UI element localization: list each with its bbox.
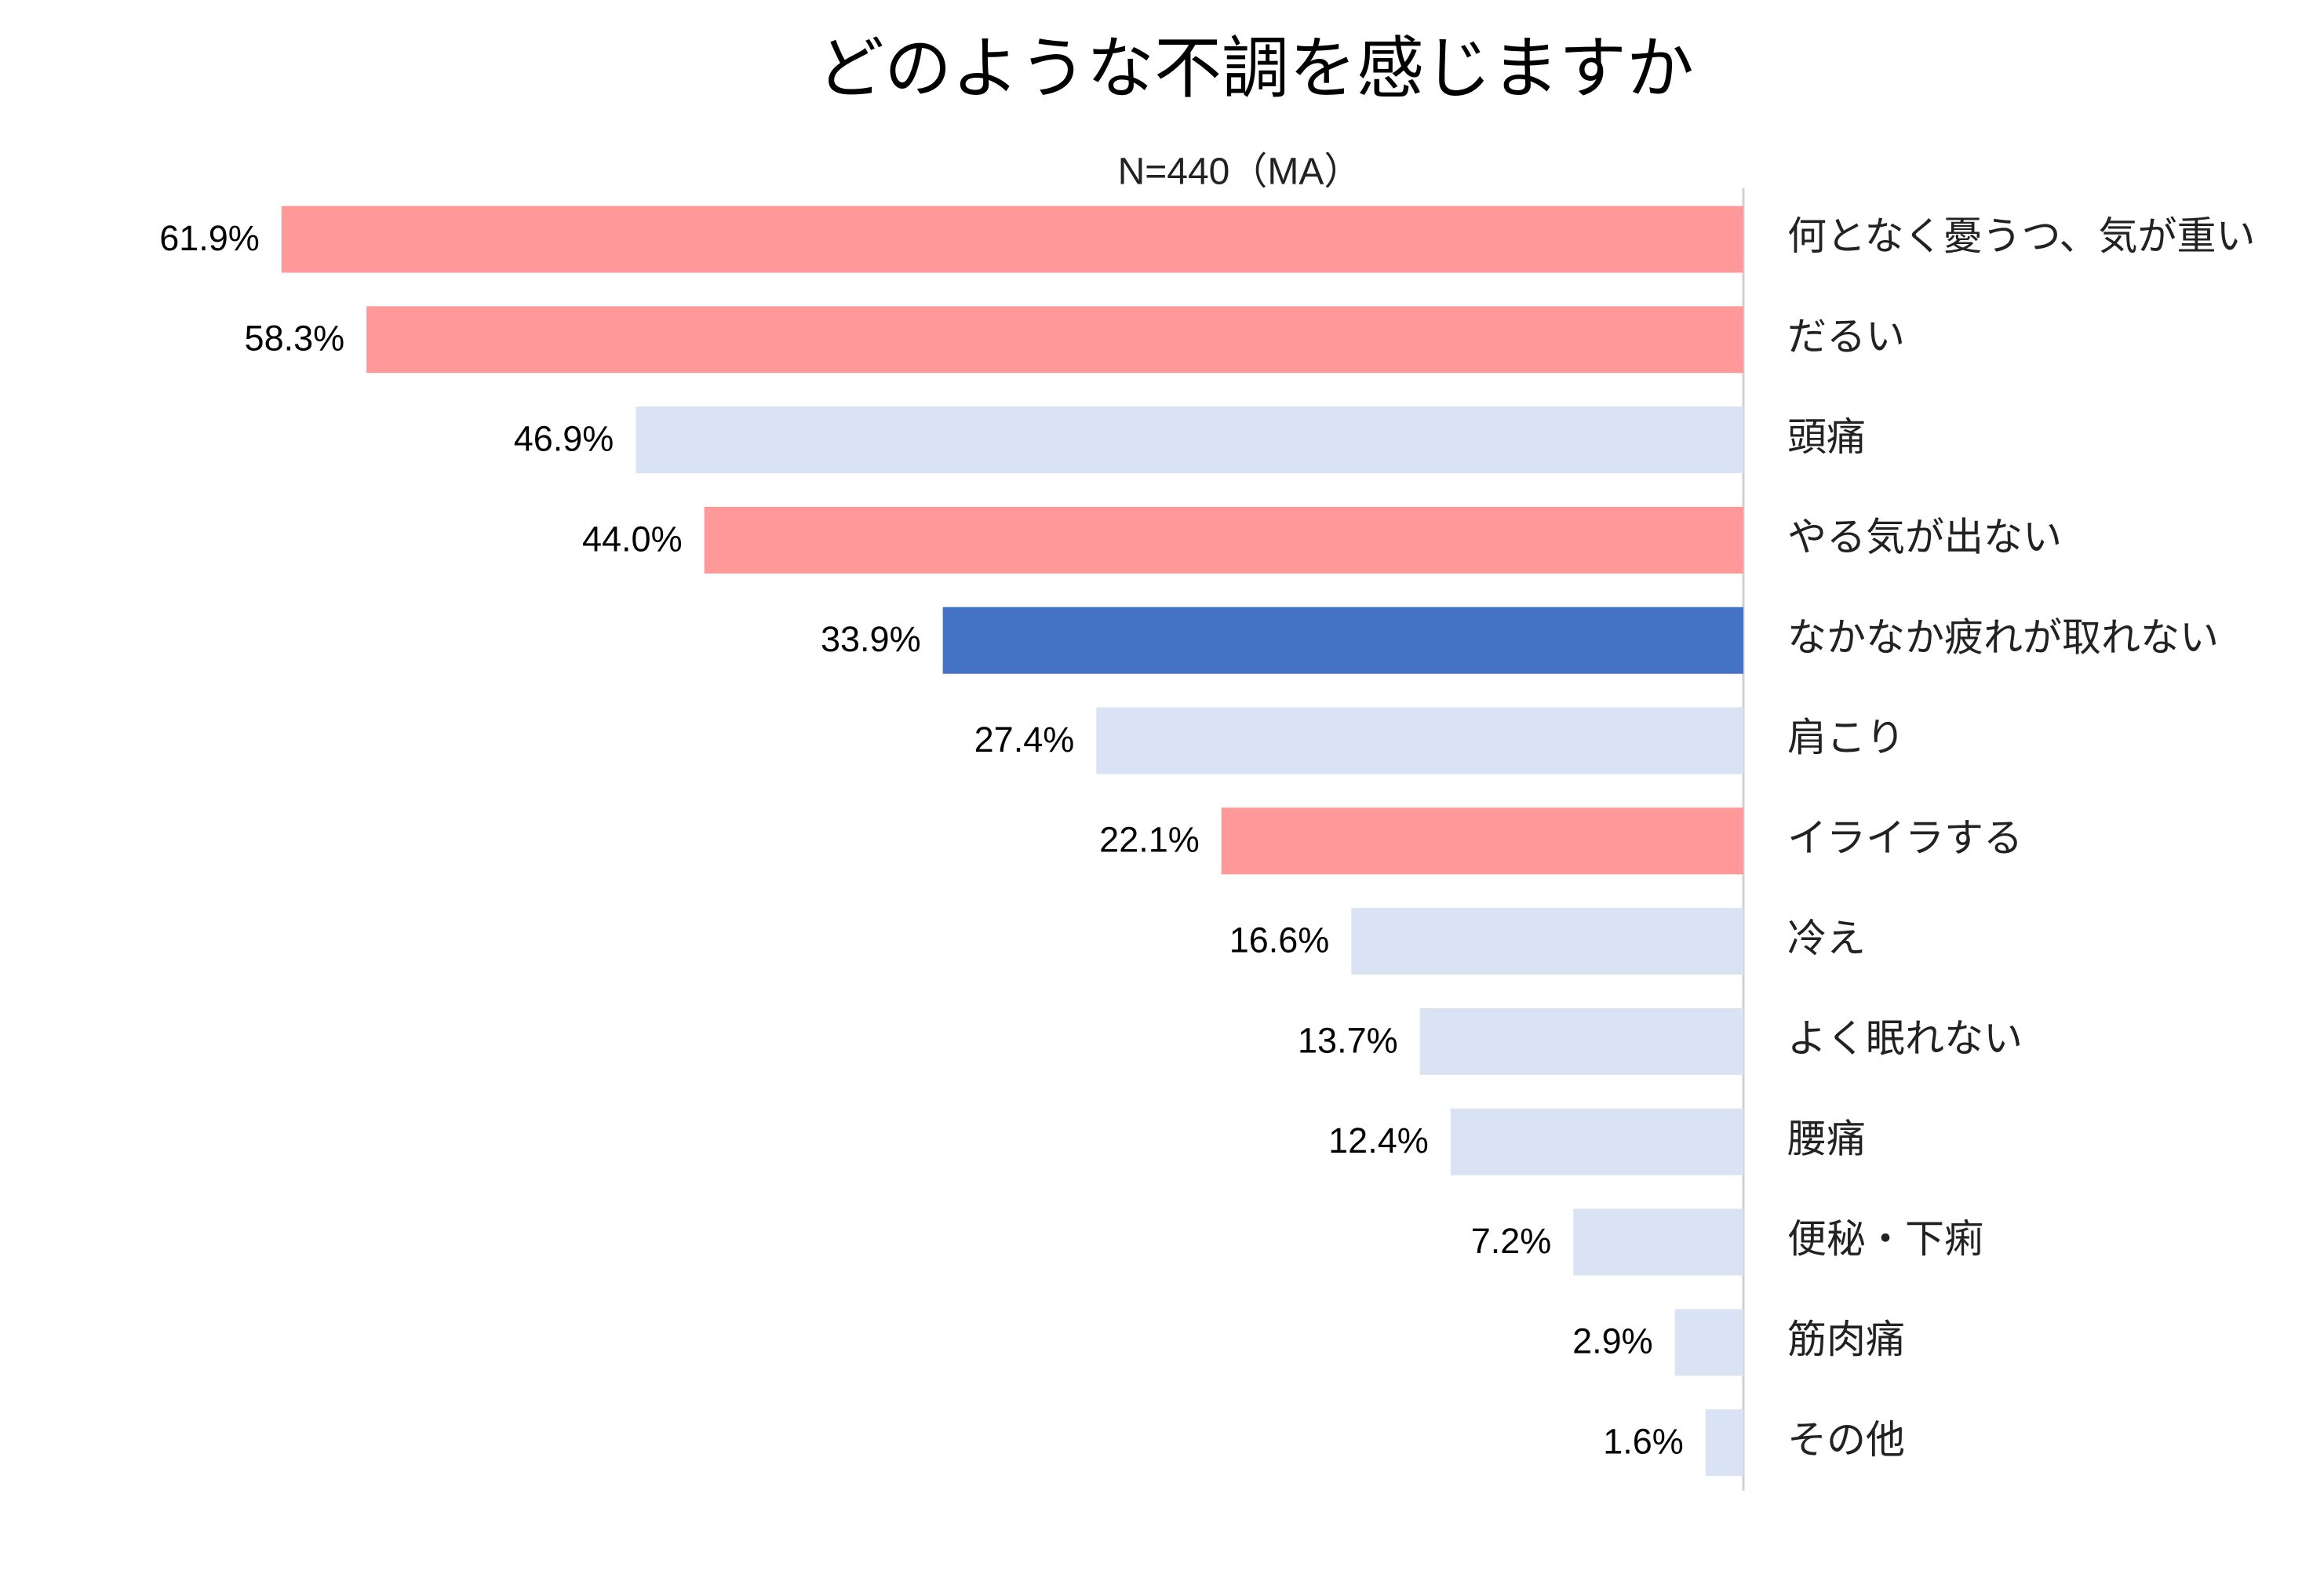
- bar: [1221, 807, 1743, 875]
- value-label: 58.3%: [245, 319, 345, 359]
- bar: [1450, 1108, 1743, 1175]
- bar: [1351, 908, 1743, 975]
- bar: [704, 506, 1743, 574]
- chart-title: どのような不調を感じますか: [817, 31, 1694, 107]
- category-label: よく眠れない: [1787, 1017, 2023, 1061]
- value-label: 1.6%: [1603, 1421, 1684, 1461]
- category-label: その他: [1787, 1418, 1905, 1462]
- value-label: 16.6%: [1229, 920, 1330, 960]
- category-label: だるい: [1787, 315, 1905, 359]
- bar: [281, 206, 1743, 273]
- bar: [636, 406, 1743, 474]
- bar: [366, 306, 1743, 373]
- category-label: やる気が出ない: [1787, 516, 2062, 559]
- value-label: 61.9%: [159, 218, 260, 258]
- category-label: 頭痛: [1787, 415, 1866, 459]
- value-label: 12.4%: [1328, 1120, 1429, 1161]
- bar: [1419, 1008, 1743, 1075]
- chart-subtitle: N=440（MA）: [1118, 151, 1362, 193]
- bar: [1674, 1309, 1743, 1376]
- bar: [1705, 1409, 1743, 1477]
- value-label: 27.4%: [974, 720, 1075, 760]
- value-label: 2.9%: [1572, 1321, 1653, 1361]
- category-label: イライラする: [1787, 816, 2023, 860]
- value-label: 46.9%: [514, 418, 614, 458]
- bar: [1573, 1208, 1743, 1276]
- value-label: 7.2%: [1471, 1221, 1552, 1261]
- category-label: 便秘・下痢: [1787, 1217, 1983, 1261]
- value-label: 33.9%: [821, 619, 921, 659]
- value-label: 44.0%: [582, 519, 683, 559]
- category-label: なかなか疲れが取れない: [1787, 615, 2219, 659]
- value-label: 22.1%: [1099, 820, 1200, 860]
- category-label: 何となく憂うつ、気が重い: [1787, 214, 2256, 258]
- bar: [942, 607, 1743, 674]
- category-label: 肩こり: [1787, 716, 1905, 760]
- category-label: 腰痛: [1787, 1117, 1866, 1161]
- category-label: 筋肉痛: [1787, 1317, 1905, 1361]
- bar: [1096, 707, 1743, 774]
- value-label: 13.7%: [1298, 1020, 1398, 1060]
- category-label: 冷え: [1787, 916, 1866, 960]
